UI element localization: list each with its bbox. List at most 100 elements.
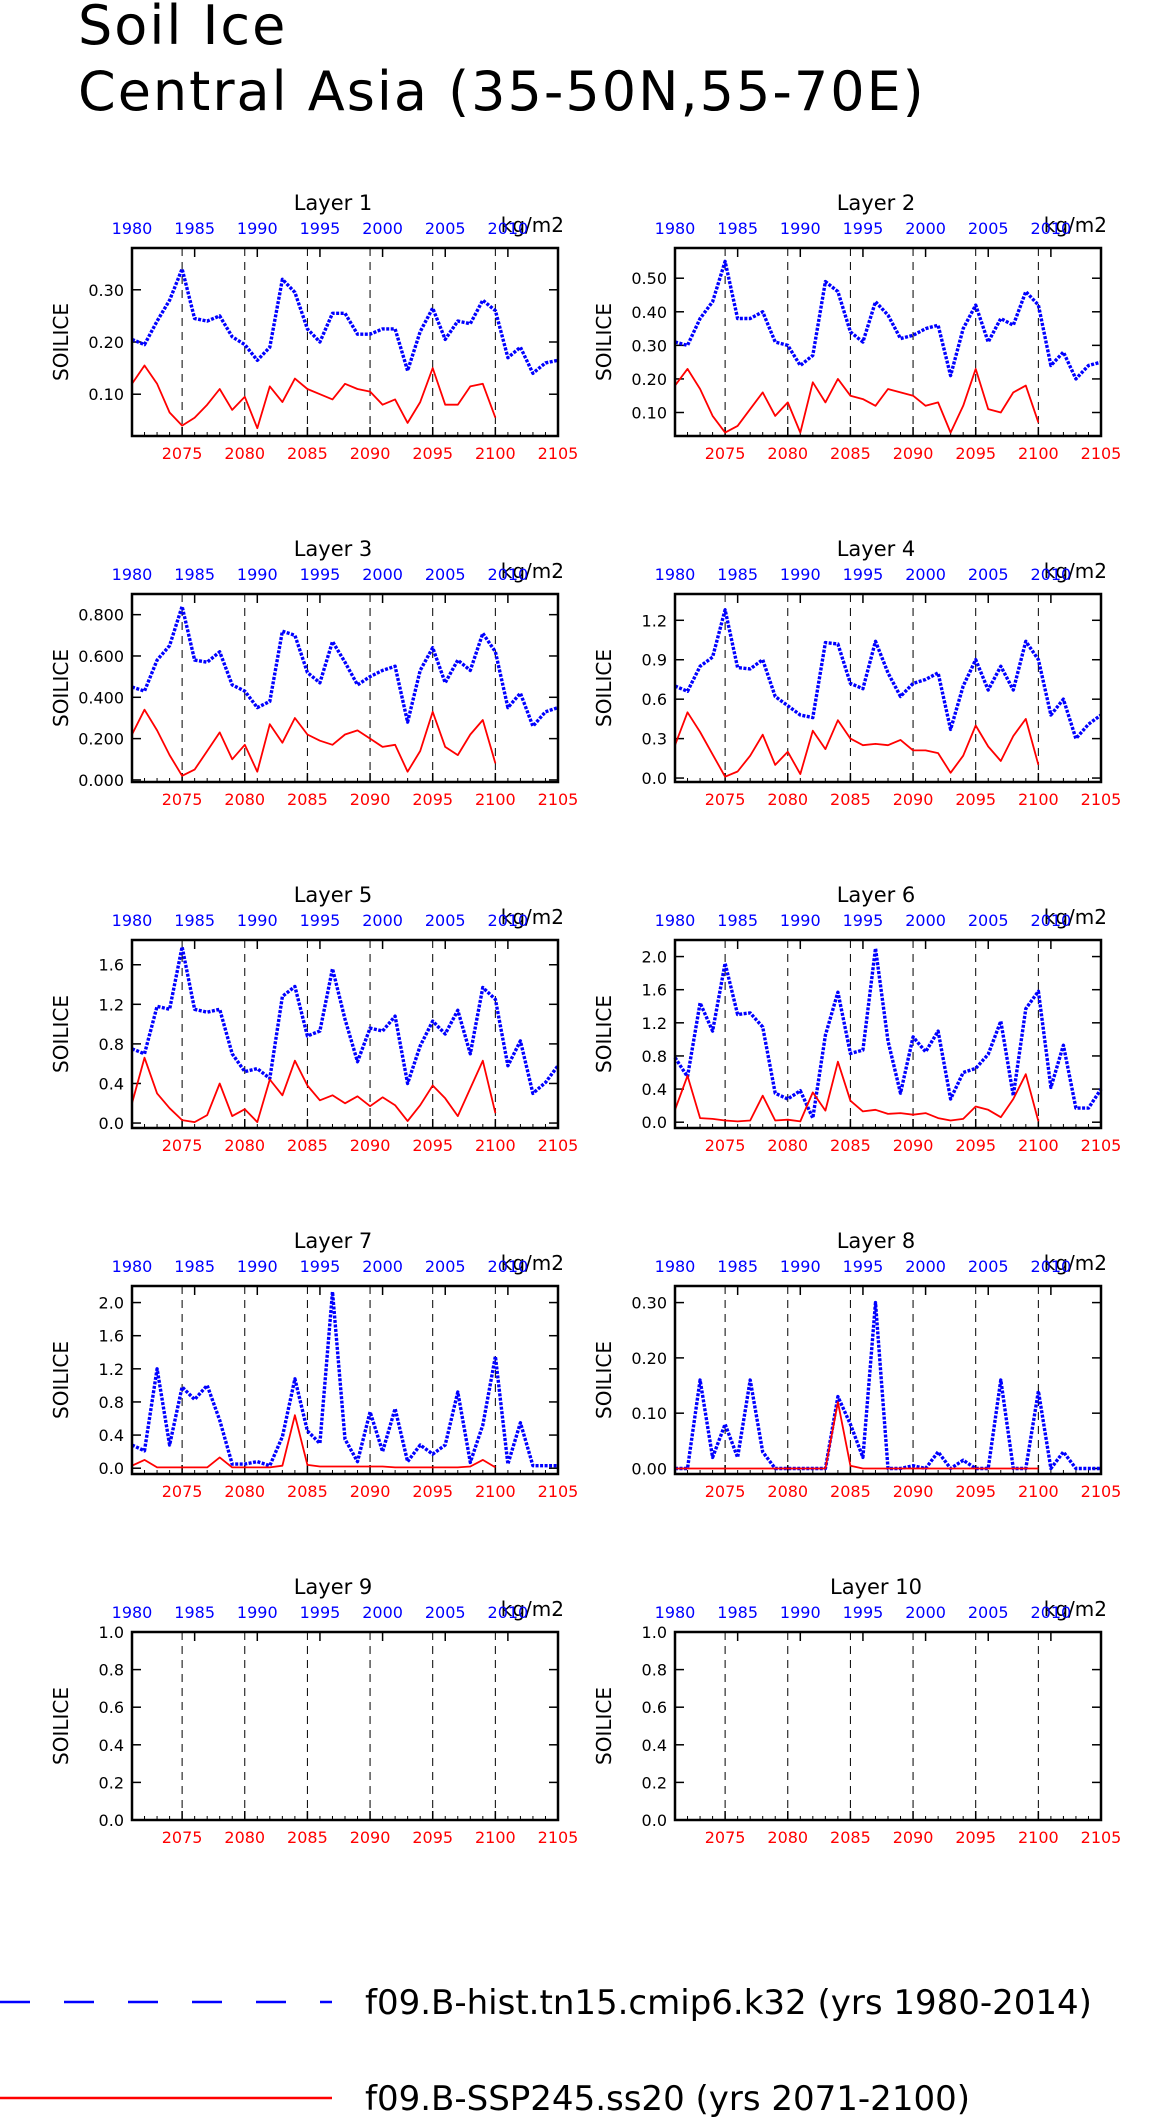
layer-10-xtick-top: 2005 [968,1603,1009,1622]
layer-6-xtick-bottom: 2080 [767,1136,808,1155]
layer-7-units: kg/m2 [501,1251,564,1275]
layer-8-title: Layer 8 [837,1229,916,1253]
layer-8-xtick-bottom: 2095 [955,1482,996,1501]
layer-4-xtick-top: 1995 [843,565,884,584]
layer-5-units: kg/m2 [501,905,564,929]
layer-7-xtick-bottom: 2080 [224,1482,265,1501]
layer-5-xtick-top: 2010 [488,911,529,930]
layer-3-ytick-label: 0.600 [78,647,124,666]
layer-2-units: kg/m2 [1044,213,1107,237]
layer-2-ytick-label: 0.30 [631,336,667,355]
layer-7-xtick-bottom: 2075 [162,1482,203,1501]
layer-6-ytick-label: 0.0 [642,1113,667,1132]
layer-5-xtick-top: 2005 [425,911,466,930]
layer-9-xtick-bottom: 2085 [287,1828,328,1847]
layer-7-xtick-bottom: 2095 [412,1482,453,1501]
layer-4-title: Layer 4 [837,537,916,561]
layer-10-ytick-label: 0.2 [642,1773,667,1792]
layer-6-xtick-top: 1995 [843,911,884,930]
layer-5-frame [130,938,560,1130]
layer-2-frame [673,246,1103,438]
layer-4-xtick-top: 2000 [905,565,946,584]
layer-5-xtick-top: 1990 [237,911,278,930]
layer-7-ytick-label: 2.0 [99,1294,124,1313]
layer-7-xtick-top: 1985 [174,1257,215,1276]
layer-9-xtick-bottom: 2080 [224,1828,265,1847]
layer-6-xtick-bottom: 2075 [705,1136,746,1155]
layer-3-series-hist [131,604,559,728]
layer-6-ytick-label: 0.8 [642,1047,667,1066]
layer-4-xtick-top: 1980 [655,565,696,584]
layer-1-xtick-top: 1995 [300,219,341,238]
layer-3-series-ssp [131,708,497,777]
layer-8-xtick-bottom: 2085 [830,1482,871,1501]
layer-10-xtick-top: 1990 [780,1603,821,1622]
layer-7-xtick-top: 1995 [300,1257,341,1276]
layer-7-xtick-top: 1980 [112,1257,153,1276]
layer-6-ytick-label: 0.4 [642,1080,667,1099]
layer-3-ylabel: SOILICE [49,649,73,727]
layer-3-frame [130,592,560,784]
layer-6-xtick-top: 2010 [1031,911,1072,930]
layer-4-xtick-bottom: 2085 [830,790,871,809]
layer-2-xtick-top: 1980 [655,219,696,238]
layer-5-xtick-top: 1995 [300,911,341,930]
layer-3-units: kg/m2 [501,559,564,583]
layer-2-xtick-top: 2000 [905,219,946,238]
layer-4-xtick-bottom: 2075 [705,790,746,809]
layer-6-xtick-top: 2000 [905,911,946,930]
layer-4-ylabel: SOILICE [592,649,616,727]
layer-1-ylabel: SOILICE [49,303,73,381]
layer-2-xtick-top: 1985 [717,219,758,238]
layer-8-units: kg/m2 [1044,1251,1107,1275]
layer-1-ytick-label: 0.30 [88,281,124,300]
layer-7-xtick-top: 2010 [488,1257,529,1276]
layer-7-ylabel: SOILICE [49,1341,73,1419]
layer-2-ytick-label: 0.20 [631,370,667,389]
layer-10-xtick-top: 1995 [843,1603,884,1622]
layer-10-ytick-label: 0.8 [642,1661,667,1680]
layer-2-xtick-top: 2010 [1031,219,1072,238]
legend-label-ssp: f09.B-SSP245.ss20 (yrs 2071-2100) [365,2079,970,2119]
layer-7-xtick-bottom: 2085 [287,1482,328,1501]
layer-10-xtick-top: 1980 [655,1603,696,1622]
layer-1-xtick-top: 2010 [488,219,529,238]
layer-2-xtick-top: 1995 [843,219,884,238]
layer-6-xtick-bottom: 2105 [1081,1136,1122,1155]
layer-8-chart: Layer 8 kg/m2 SOILICE 0.00 0.10 0.20 0.30 2075 2… [592,1229,1121,1501]
layer-2-xtick-bottom: 2095 [955,444,996,463]
layer-2-xtick-bottom: 2075 [705,444,746,463]
layer-10-chart: Layer 10 kg/m2 SOILICE 0.0 0.2 0.4 0.6 0.8 1.0 20… [592,1575,1121,1847]
layer-2-xtick-bottom: 2080 [767,444,808,463]
layer-5-ytick-label: 0.8 [99,1035,124,1054]
layer-9-ytick-label: 0.8 [99,1661,124,1680]
layer-9-ytick-label: 0.4 [99,1736,124,1755]
layer-9-xtick-top: 1985 [174,1603,215,1622]
layer-1-xtick-top: 1990 [237,219,278,238]
layer-7-ytick-label: 1.2 [99,1360,124,1379]
layer-3-xtick-bottom: 2080 [224,790,265,809]
layer-9-xtick-top: 2005 [425,1603,466,1622]
layer-10-title: Layer 10 [830,1575,922,1599]
layer-10-xtick-bottom: 2095 [955,1828,996,1847]
layer-9-chart: Layer 9 kg/m2 SOILICE 0.0 0.2 0.4 0.6 0.8 1.0 207… [49,1575,578,1847]
layer-1-xtick-top: 1980 [112,219,153,238]
layer-5-xtick-top: 2000 [362,911,403,930]
layer-7-xtick-bottom: 2090 [350,1482,391,1501]
layer-3-ytick-label: 0.000 [78,771,124,790]
layer-4-xtick-bottom: 2100 [1018,790,1059,809]
layer-1-chart: Layer 1 kg/m2 SOILICE 0.10 0.20 0.30 2075 2080 2… [49,191,578,463]
layer-9-ytick-label: 0.0 [99,1811,124,1830]
layer-8-xtick-bottom: 2080 [767,1482,808,1501]
layer-2-chart: Layer 2 kg/m2 SOILICE 0.10 0.20 0.30 0.40 0.50 2… [592,191,1121,463]
layer-10-xtick-bottom: 2080 [767,1828,808,1847]
layer-9-xtick-top: 2000 [362,1603,403,1622]
layer-3-ytick-label: 0.800 [78,606,124,625]
layer-8-ytick-label: 0.10 [631,1404,667,1423]
layer-3-xtick-top: 2010 [488,565,529,584]
layer-8-ytick-label: 0.00 [631,1459,667,1478]
panels: Layer 1 kg/m2 SOILICE 0.10 0.20 0.30 2075 2080 2… [49,191,1121,1847]
layer-4-frame [673,592,1103,784]
layer-10-ytick-label: 1.0 [642,1623,667,1642]
